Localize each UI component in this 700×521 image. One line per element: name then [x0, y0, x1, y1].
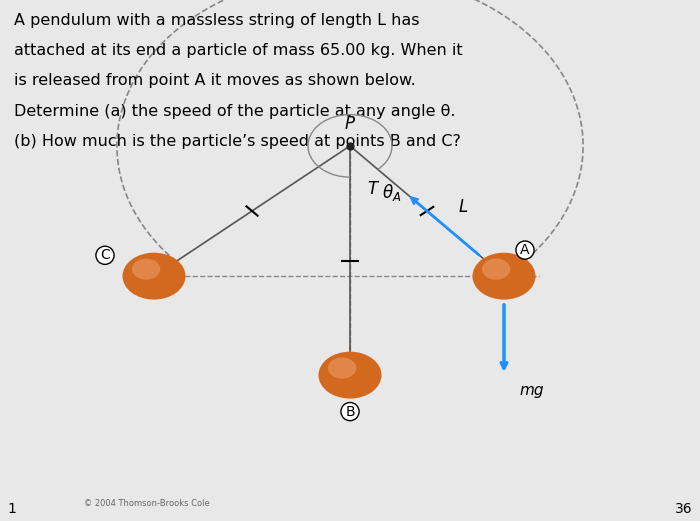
Text: P: P	[345, 115, 355, 133]
Circle shape	[132, 258, 160, 280]
Text: 1: 1	[7, 502, 16, 516]
Circle shape	[473, 253, 536, 300]
Circle shape	[482, 258, 510, 280]
Text: © 2004 Thomson-Brooks Cole: © 2004 Thomson-Brooks Cole	[84, 499, 210, 508]
Text: mg: mg	[519, 382, 545, 398]
Text: L: L	[458, 198, 468, 216]
Text: A: A	[520, 243, 530, 257]
Text: B: B	[345, 405, 355, 418]
Text: is released from point A it moves as shown below.: is released from point A it moves as sho…	[14, 73, 416, 89]
Text: T: T	[367, 180, 377, 198]
Text: 36: 36	[676, 502, 693, 516]
Text: Determine (a) the speed of the particle at any angle θ.: Determine (a) the speed of the particle …	[14, 104, 456, 119]
Circle shape	[318, 352, 382, 399]
Text: attached at its end a particle of mass 65.00 kg. When it: attached at its end a particle of mass 6…	[14, 43, 463, 58]
Text: A pendulum with a massless string of length L has: A pendulum with a massless string of len…	[14, 13, 419, 28]
Text: $\theta_A$: $\theta_A$	[382, 182, 402, 203]
Text: C: C	[100, 249, 110, 262]
Text: (b) How much is the particle’s speed at points B and C?: (b) How much is the particle’s speed at …	[14, 134, 461, 149]
Circle shape	[122, 253, 186, 300]
Circle shape	[328, 357, 356, 379]
